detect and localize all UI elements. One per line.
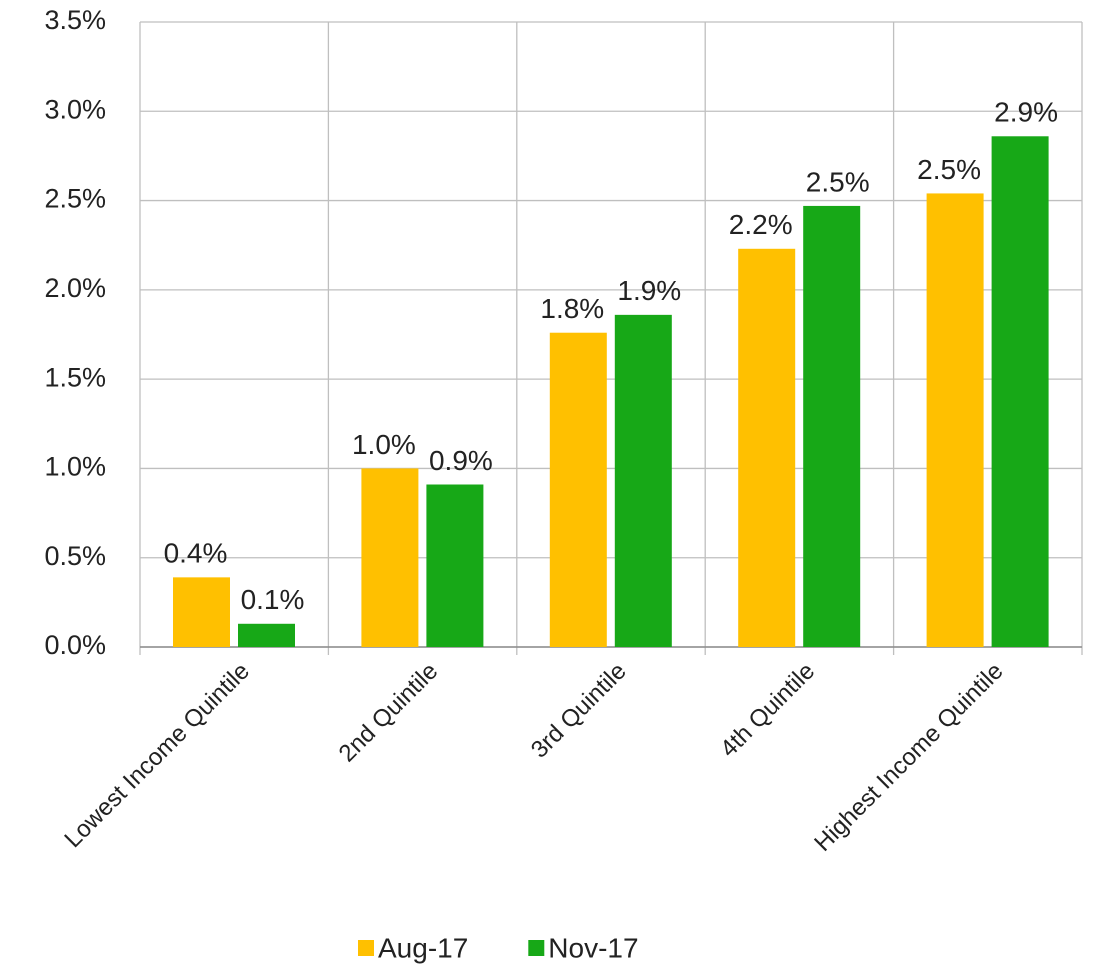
data-label: 0.1%: [241, 584, 305, 615]
data-label: 2.2%: [729, 209, 793, 240]
y-tick-label: 2.0%: [44, 273, 106, 303]
x-tick-label: 2nd Quintile: [334, 658, 444, 768]
y-tick-label: 2.5%: [44, 184, 106, 214]
data-label: 1.8%: [540, 293, 604, 324]
bar: [549, 332, 607, 647]
data-label: 0.4%: [164, 538, 228, 569]
bar: [361, 468, 419, 647]
y-tick-label: 0.5%: [44, 541, 106, 571]
bar: [926, 193, 984, 647]
data-label: 2.5%: [806, 166, 870, 197]
y-tick-label: 3.5%: [44, 5, 106, 35]
bar: [738, 248, 796, 648]
bar: [803, 205, 861, 647]
bar: [426, 484, 484, 647]
legend-label: Aug-17: [378, 932, 468, 963]
data-label: 2.9%: [994, 97, 1058, 128]
x-tick-label: 3rd Quintile: [526, 658, 632, 764]
y-tick-label: 3.0%: [44, 94, 106, 124]
bar: [238, 623, 295, 647]
legend-swatch: [358, 940, 374, 956]
data-label: 2.5%: [917, 154, 981, 185]
x-tick-label: Highest Income Quintile: [809, 658, 1008, 857]
data-label: 1.0%: [352, 429, 416, 460]
data-label: 1.9%: [617, 275, 681, 306]
bar: [991, 136, 1049, 648]
x-tick-label: 4th Quintile: [715, 658, 820, 763]
y-tick-label: 0.0%: [44, 630, 106, 660]
bar: [614, 314, 672, 647]
bar: [173, 577, 230, 647]
y-tick-label: 1.0%: [44, 452, 106, 482]
y-tick-label: 1.5%: [44, 362, 106, 392]
legend-swatch: [528, 940, 545, 956]
data-label: 0.9%: [429, 445, 493, 476]
legend-label: Nov-17: [548, 932, 638, 963]
x-tick-label: Lowest Income Quintile: [59, 658, 254, 853]
